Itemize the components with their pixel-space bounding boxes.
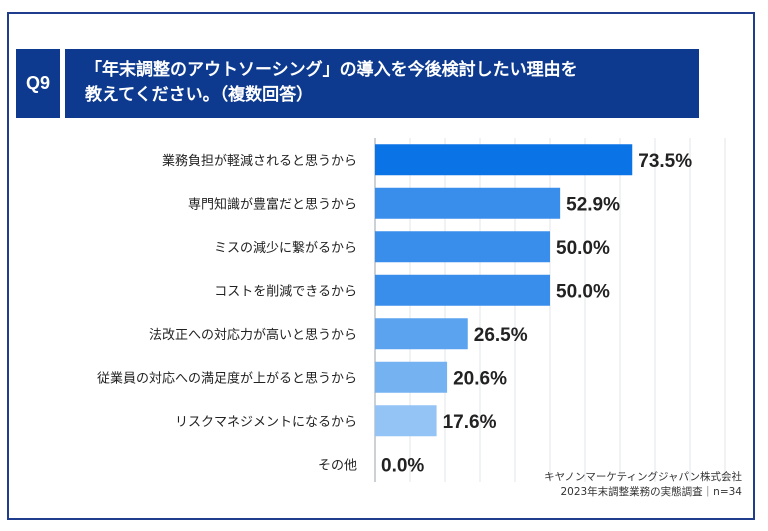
category-label: コストを削減できるから [214, 283, 357, 299]
bar [375, 405, 437, 437]
source-company: キヤノンマーケティングジャパン株式会社 [544, 471, 742, 483]
category-label: 専門知識が豊富だと思うから [188, 196, 357, 212]
bar [375, 318, 468, 350]
value-label: 73.5% [638, 151, 692, 172]
value-label: 50.0% [556, 238, 610, 259]
category-label: その他 [318, 458, 357, 473]
category-labels: 業務負担が軽減されると思うから専門知識が豊富だと思うからミスの減少に繋がるからコ… [97, 153, 357, 474]
bar [375, 361, 448, 393]
source-note: キヤノンマーケティングジャパン株式会社 2023年末調整業務の実態調査｜n=34 [544, 470, 742, 500]
value-label: 17.6% [443, 412, 497, 433]
question-title-line-1: 「年末調整のアウトソーシング」の導入を今後検討したい理由を [85, 60, 578, 80]
bar [375, 231, 550, 263]
bars [375, 144, 633, 437]
question-number-badge: Q9 [16, 49, 60, 118]
value-label: 0.0% [381, 455, 424, 476]
category-label: 業務負担が軽減されると思うから [162, 153, 357, 169]
bar [375, 187, 561, 219]
source-survey: 2023年末調整業務の実態調査｜n=34 [560, 486, 742, 498]
value-label: 52.9% [566, 194, 620, 215]
category-label: リスクマネジメントになるから [175, 415, 357, 430]
value-labels: 73.5% 52.9% 50.0% 50.0% 26.5% 20.6% 17.6% 0.0% [381, 151, 692, 477]
value-label: 26.5% [474, 325, 528, 346]
question-title-line-2: 教えてください。（複数回答） [85, 85, 314, 105]
bar [375, 274, 550, 306]
value-label: 20.6% [453, 368, 507, 389]
category-label: ミスの減少に繋がるから [214, 240, 357, 256]
category-label: 従業員の対応への満足度が上がると思うから [97, 370, 357, 386]
value-label: 50.0% [556, 281, 610, 302]
bar [375, 144, 633, 176]
question-title: 「年末調整のアウトソーシング」の導入を今後検討したい理由を 教えてください。（複… [65, 49, 699, 118]
category-label: 法改正への対応力が高いと思うから [149, 327, 357, 343]
